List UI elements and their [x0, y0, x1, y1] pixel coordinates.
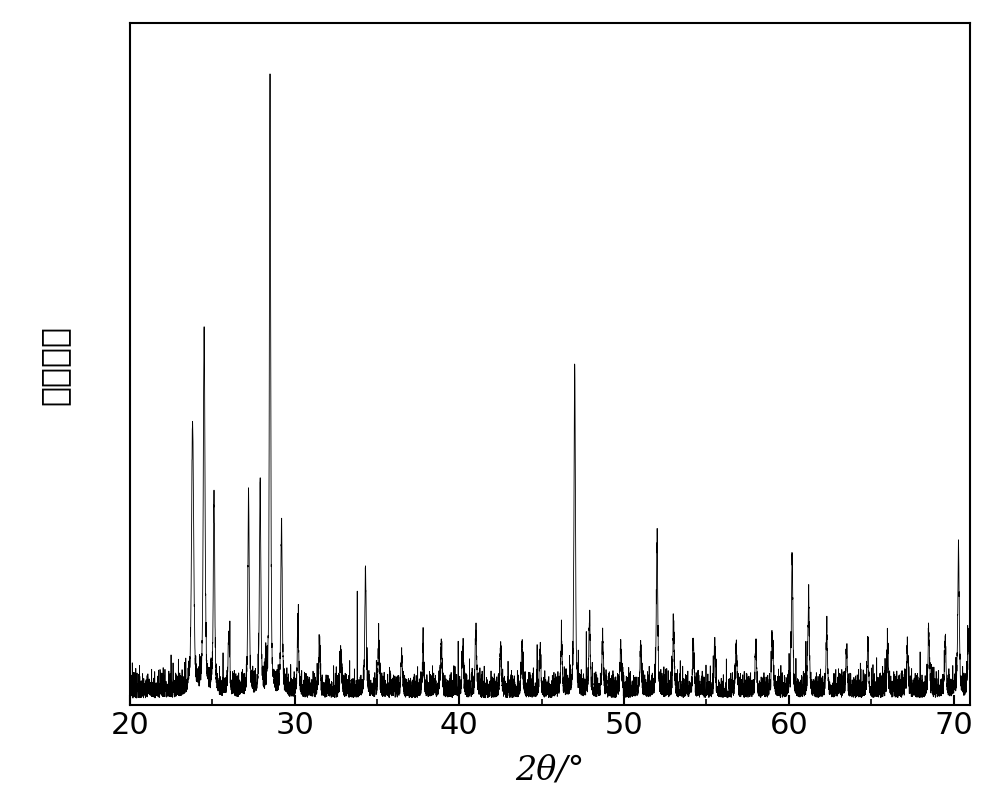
X-axis label: 2θ/°: 2θ/°: [515, 753, 585, 785]
Text: 衍射强度: 衍射强度: [38, 325, 71, 405]
